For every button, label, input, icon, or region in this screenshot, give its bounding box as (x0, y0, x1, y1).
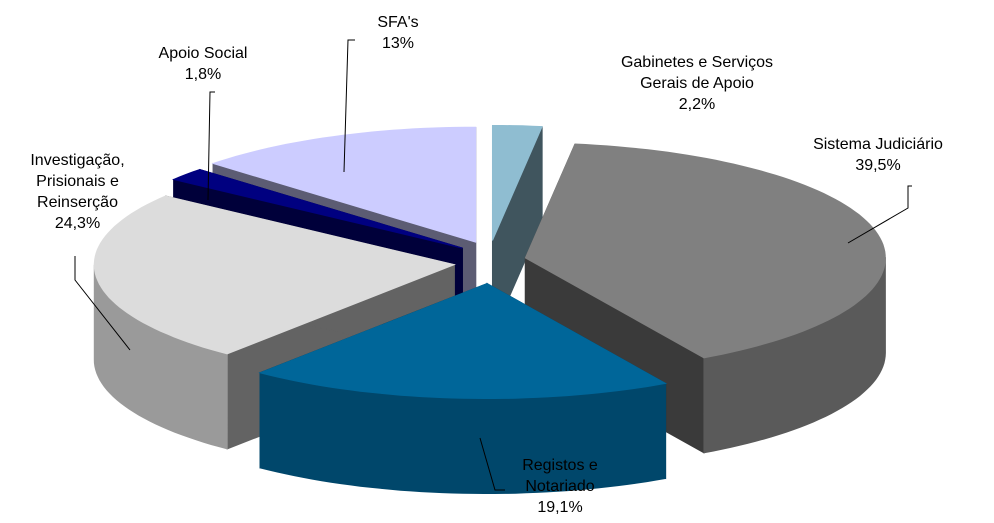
leader-line (847, 185, 912, 244)
slice-label: Sistema Judiciário 39,5% (798, 134, 958, 176)
leader-line (479, 437, 505, 491)
slice (93, 195, 456, 355)
slice-label: Apoio Social 1,8% (143, 43, 263, 85)
leader-line (343, 39, 355, 173)
leader-line (74, 256, 131, 351)
label-value: 13% (381, 35, 415, 52)
label-value: 24,3% (54, 215, 101, 232)
slice-label: Registos e Notariado 19,1% (505, 455, 615, 518)
label-name: SFA's (377, 14, 419, 31)
label-value: 1,8% (184, 66, 222, 83)
slice (491, 125, 543, 241)
label-value: 19,1% (537, 499, 583, 516)
slice-label: SFA's 13% (348, 12, 448, 54)
slice (524, 143, 886, 359)
slice (211, 126, 477, 243)
label-value: 39,5% (855, 157, 901, 174)
label-value: 2,2% (678, 96, 716, 113)
slice-label: Investigação, Prisionais e Reinserção 24,… (5, 150, 150, 234)
label-name: Registos e Notariado (522, 457, 598, 495)
leader-line (207, 91, 215, 201)
label-name: Gabinetes e Serviços Gerais de Apoio (620, 54, 774, 92)
slice (258, 282, 668, 399)
slice (171, 168, 463, 249)
slice-label: Gabinetes e Serviços Gerais de Apoio 2,2% (597, 52, 797, 115)
label-name: Investigação, Prisionais e Reinserção (30, 152, 125, 211)
label-name: Apoio Social (158, 45, 248, 62)
label-name: Sistema Judiciário (813, 136, 943, 153)
